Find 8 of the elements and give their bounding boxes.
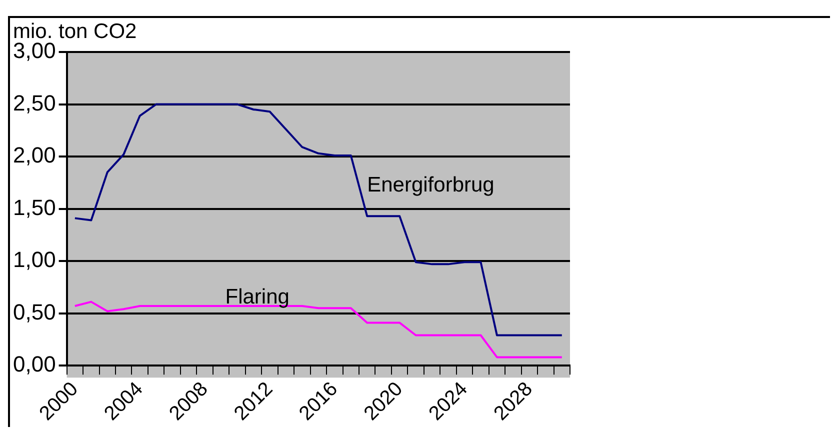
y-tick-label: 0,00: [12, 352, 56, 377]
series-label: Energiforbrug: [367, 173, 494, 196]
y-tick-label: 1,00: [12, 247, 56, 272]
series-label: Flaring: [225, 285, 290, 308]
y-tick-label: 1,50: [12, 194, 56, 220]
y-tick-label: 2,00: [12, 142, 56, 168]
y-tick-label: 0,50: [12, 299, 56, 324]
y-tick-label: 2,50: [12, 90, 56, 116]
